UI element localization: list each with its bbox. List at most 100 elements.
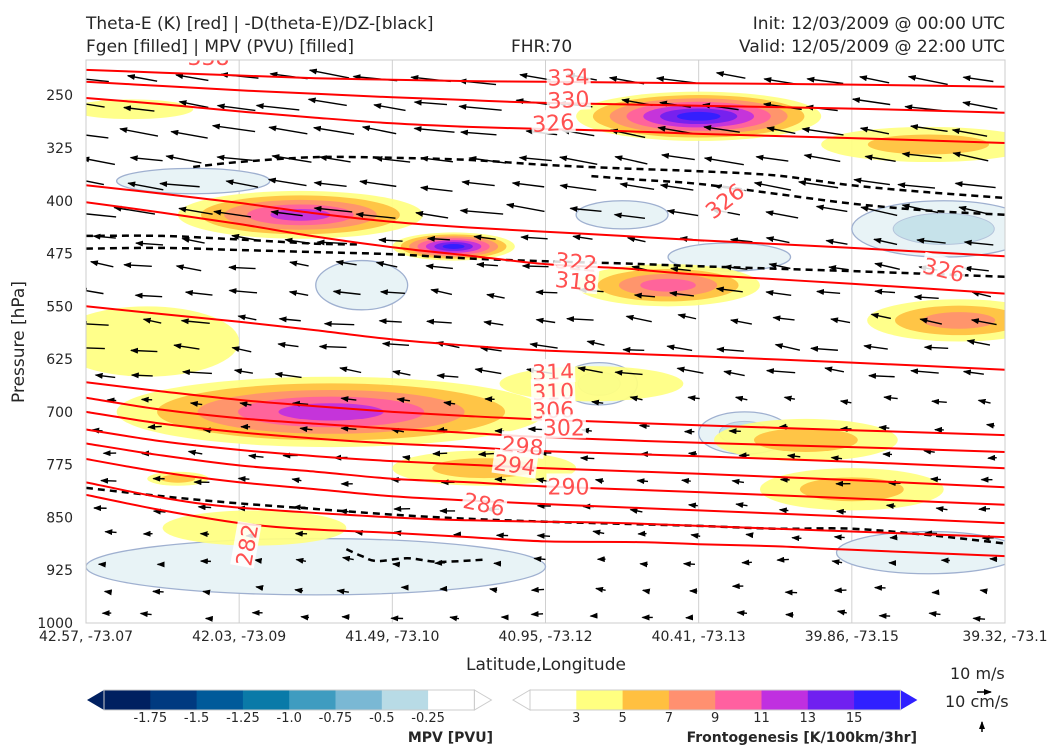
wind-vector <box>381 341 410 348</box>
wind-vector <box>797 179 839 189</box>
wind-vector <box>806 76 844 85</box>
theta-e-label-text: 338 <box>188 46 230 71</box>
wind-vector <box>626 236 646 243</box>
wind-vector <box>735 502 748 509</box>
wind-vector <box>791 535 802 542</box>
y-tick-label: 475 <box>46 247 73 263</box>
frontogenesis-filled-layer <box>86 91 1005 546</box>
fgen-colorbar-tick: 13 <box>800 711 817 726</box>
wind-vector <box>340 396 357 403</box>
wind-vector <box>659 183 694 191</box>
wind-vector <box>340 425 357 432</box>
wind-vector <box>519 72 551 81</box>
wind-vector <box>86 156 116 166</box>
mpv-colorbar-tick: -0.25 <box>411 711 445 726</box>
fgen-colorbar-extend-high <box>900 690 918 710</box>
wind-vector <box>676 366 704 374</box>
reference-vector-horizontal-label: 10 m/s <box>950 664 1005 683</box>
wind-vector <box>680 477 691 484</box>
init-time: Init: 12/03/2009 @ 00:00 UTC <box>752 14 1005 34</box>
x-tick-label: 42.57, -73.07 <box>39 629 133 645</box>
theta-e-label-text: 326 <box>531 110 575 138</box>
fgen-colorbar-tick: 7 <box>665 711 673 726</box>
wind-vector <box>660 152 695 161</box>
wind-vector <box>86 134 109 139</box>
theta-e-label-bg <box>530 108 576 136</box>
theta-e-contour-310 <box>86 396 1005 453</box>
wind-vector <box>178 100 209 109</box>
wind-vector <box>184 289 213 296</box>
wind-vector <box>614 369 643 376</box>
wind-vector <box>682 561 695 568</box>
wind-vector <box>883 394 898 401</box>
wind-vector <box>187 449 203 456</box>
wind-vector <box>94 372 116 379</box>
wind-vector <box>594 478 604 484</box>
wind-vector <box>228 288 258 295</box>
wind-vector <box>736 610 748 617</box>
wind-vector <box>239 401 252 408</box>
stability-contour <box>345 547 485 564</box>
wind-vector <box>181 237 205 244</box>
wind-vector <box>703 124 740 133</box>
theta-e-contours <box>86 68 1005 558</box>
wind-vector <box>103 589 113 596</box>
theta-e-label: 338 <box>186 46 231 71</box>
wind-vector <box>189 400 203 407</box>
wind-vector <box>734 395 748 402</box>
fgen-shade <box>922 312 996 329</box>
theta-e-label-bg <box>919 251 969 286</box>
wind-vector <box>432 450 448 457</box>
theta-e-label: 318 <box>553 265 600 297</box>
theta-e-label-bg <box>186 60 231 69</box>
wind-vector <box>923 344 949 351</box>
wind-vector <box>625 314 652 323</box>
mpv-colorbar-swatch <box>381 690 429 710</box>
wind-vector <box>520 234 548 241</box>
theta-e-label: 286 <box>460 486 509 522</box>
theta-e-label-text: 302 <box>543 416 585 441</box>
wind-vector <box>335 259 357 266</box>
wind-vector <box>459 129 497 136</box>
wind-vector <box>459 208 504 215</box>
wind-vector <box>289 260 309 267</box>
wind-vector <box>909 124 948 132</box>
wind-vector <box>134 292 163 299</box>
wind-vector <box>139 611 152 618</box>
wind-vector <box>225 179 259 188</box>
theta-e-contour-302 <box>86 428 1005 489</box>
mpv-colorbar-tick: -0.5 <box>369 711 394 726</box>
reference-vector-vertical-label: 10 cm/s <box>945 692 1009 711</box>
wind-vector <box>396 397 411 403</box>
wind-vector <box>237 314 257 321</box>
fgen-shade <box>499 366 684 402</box>
wind-vector <box>213 209 252 218</box>
fgen-colorbar-swatch <box>761 690 809 710</box>
y-tick-label: 700 <box>46 405 73 421</box>
wind-vector <box>786 453 801 460</box>
fgen-shade <box>278 403 384 421</box>
theta-e-label-bg <box>546 473 591 498</box>
wind-vector <box>910 368 939 375</box>
wind-vector <box>668 290 695 297</box>
wind-vector <box>533 556 546 563</box>
wind-vector <box>870 312 892 320</box>
fgen-colorbar-tick: 5 <box>618 711 626 726</box>
wind-vector <box>765 210 799 219</box>
theta-e-label: 326 <box>919 251 969 288</box>
wind-vector <box>253 557 263 564</box>
fgen-patch <box>867 299 1005 342</box>
y-tick-label: 775 <box>46 458 73 474</box>
wind-vector <box>558 155 598 166</box>
wind-vector <box>958 205 989 215</box>
wind-vector <box>313 205 353 213</box>
theta-e-label: 326 <box>530 108 576 138</box>
mpv-patch <box>315 259 409 311</box>
wind-vector <box>614 155 648 165</box>
wind-vector <box>778 507 789 514</box>
wind-vector <box>636 478 649 485</box>
fgen-colorbar-swatch <box>622 690 670 710</box>
wind-vector <box>595 586 606 593</box>
wind-vector <box>476 261 498 268</box>
wind-vector <box>392 369 411 376</box>
